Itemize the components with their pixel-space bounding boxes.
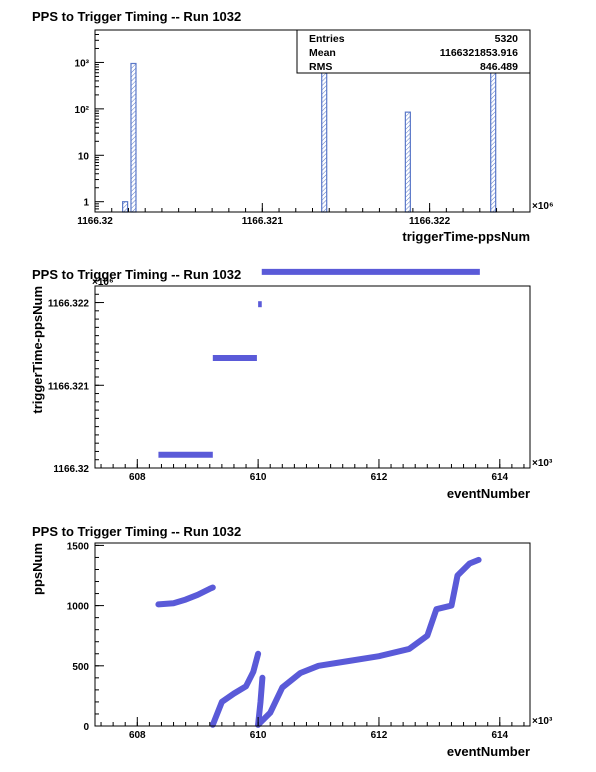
x-multiplier-label: ×10³ bbox=[532, 716, 553, 727]
x-axis-title: triggerTime-ppsNum bbox=[402, 229, 530, 244]
y-tick-label: 1000 bbox=[67, 602, 90, 613]
chart-title-histogram: PPS to Trigger Timing -- Run 1032 bbox=[32, 9, 242, 24]
x-axis-title: eventNumber bbox=[447, 744, 530, 759]
timing-scatter-frame bbox=[94, 285, 531, 469]
y-tick-label: 1166.32 bbox=[53, 464, 89, 475]
histogram-bar bbox=[404, 111, 411, 213]
x-tick-label: 610 bbox=[250, 472, 267, 483]
x-tick-label: 1166.322 bbox=[409, 216, 451, 227]
stats-box bbox=[296, 29, 531, 74]
x-tick-label: 1166.321 bbox=[242, 216, 284, 227]
stats-value: 5320 bbox=[495, 33, 519, 45]
x-tick-label: 614 bbox=[491, 730, 508, 741]
y-tick-label: 500 bbox=[72, 662, 89, 673]
data-series-points bbox=[255, 674, 266, 728]
y-tick-label: 10² bbox=[75, 105, 90, 116]
y-tick-label: 1166.321 bbox=[48, 381, 90, 392]
data-series-points bbox=[255, 556, 482, 728]
x-tick-label: 608 bbox=[129, 730, 146, 741]
y-tick-label: 1 bbox=[83, 198, 89, 209]
x-tick-label: 610 bbox=[250, 730, 267, 741]
x-tick-label: 608 bbox=[129, 472, 146, 483]
data-series-points bbox=[209, 650, 262, 728]
y-tick-label: 1166.322 bbox=[48, 299, 90, 310]
histogram-bar bbox=[130, 62, 137, 213]
stats-label: Entries bbox=[309, 33, 345, 45]
histogram-bar bbox=[321, 55, 328, 213]
y-multiplier-label: ×10⁶ bbox=[92, 277, 114, 288]
y-tick-label: 10³ bbox=[75, 58, 90, 69]
x-tick-label: 1166.32 bbox=[77, 216, 113, 227]
histogram-bar bbox=[122, 201, 129, 213]
x-tick-label: 614 bbox=[491, 472, 508, 483]
chart-title-timing-scatter: PPS to Trigger Timing -- Run 1032 bbox=[32, 267, 242, 282]
stats-label: RMS bbox=[309, 61, 332, 73]
y-tick-label: 1500 bbox=[67, 541, 90, 552]
data-series-points bbox=[155, 584, 216, 608]
x-tick-label: 612 bbox=[371, 730, 388, 741]
stats-value: 846.489 bbox=[480, 61, 518, 73]
y-tick-label: 10 bbox=[78, 151, 90, 162]
y-tick-label: 0 bbox=[83, 722, 89, 733]
x-axis-title: eventNumber bbox=[447, 486, 530, 501]
ppsnum-scatter-frame bbox=[94, 542, 531, 727]
stats-label: Mean bbox=[309, 47, 336, 59]
stats-value: 1166321853.916 bbox=[440, 47, 518, 59]
chart-title-ppsnum-scatter: PPS to Trigger Timing -- Run 1032 bbox=[32, 524, 242, 539]
x-multiplier-label: ×10³ bbox=[532, 458, 553, 469]
y-axis-title: ppsNum bbox=[30, 543, 45, 595]
y-axis-title: triggerTime-ppsNum bbox=[30, 286, 45, 414]
x-tick-label: 612 bbox=[371, 472, 388, 483]
x-multiplier-label: ×10⁶ bbox=[532, 201, 554, 212]
